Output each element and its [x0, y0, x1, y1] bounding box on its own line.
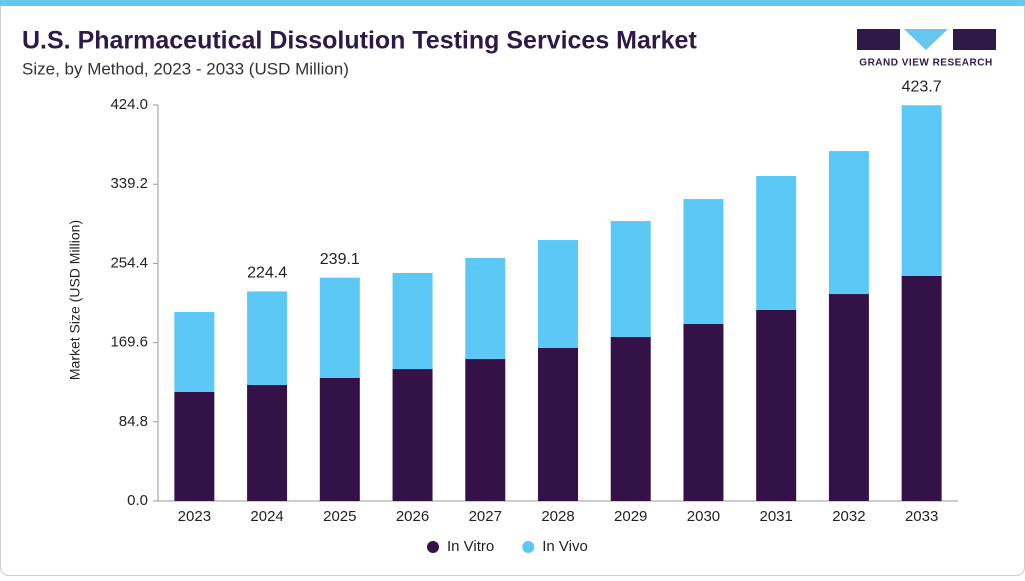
- legend-swatch: [522, 541, 535, 553]
- bar-segment: [828, 294, 869, 501]
- x-tick-label: 2033: [905, 508, 938, 525]
- logo-block: [857, 29, 900, 50]
- y-axis-label: Market Size (USD Million): [67, 220, 83, 380]
- y-tick-label: 0.0: [127, 492, 148, 509]
- x-tick-label: 2030: [687, 508, 720, 525]
- x-tick-label: 2032: [832, 508, 865, 525]
- bar-segment: [247, 385, 288, 501]
- bar-segment: [319, 277, 360, 378]
- bar-segment: [319, 377, 360, 501]
- bar-segment: [392, 369, 433, 501]
- x-tick-label: 2027: [469, 508, 502, 525]
- logo-block: [904, 29, 948, 50]
- bar-segment: [174, 392, 215, 501]
- bar-segment: [610, 220, 651, 337]
- x-tick-label: 2028: [541, 508, 574, 525]
- bar-segment: [901, 276, 942, 501]
- y-tick-label: 254.4: [110, 254, 148, 271]
- total-label: 423.7: [902, 78, 942, 95]
- legend-label: In Vivo: [542, 538, 588, 555]
- bar-segment: [828, 151, 869, 295]
- bar-segment: [683, 199, 724, 325]
- chart-title: U.S. Pharmaceutical Dissolution Testing …: [22, 27, 697, 55]
- y-tick-label: 169.6: [110, 334, 148, 351]
- bar-segment: [247, 291, 288, 386]
- bar-segment: [465, 359, 506, 501]
- x-tick-label: 2025: [323, 508, 356, 525]
- y-tick-label: 84.8: [119, 413, 148, 430]
- bar-segment: [901, 105, 942, 277]
- bar-segment: [538, 348, 578, 501]
- x-tick-label: 2029: [614, 508, 647, 525]
- logo-text: GRAND VIEW RESEARCH: [859, 58, 992, 69]
- y-tick-label: 424.0: [110, 96, 148, 113]
- x-tick-label: 2031: [759, 508, 792, 525]
- x-tick-label: 2023: [178, 508, 211, 525]
- top-stripe: [0, 0, 1025, 6]
- logo-block: [953, 29, 996, 50]
- bar-segment: [538, 240, 578, 349]
- legend-swatch: [427, 541, 439, 553]
- legend-label: In Vitro: [447, 538, 494, 555]
- chart-subtitle: Size, by Method, 2023 - 2033 (USD Millio…: [22, 59, 349, 78]
- bar-segment: [392, 273, 433, 370]
- bar-segment: [683, 324, 724, 501]
- bar-segment: [756, 175, 797, 311]
- y-tick-label: 339.2: [110, 175, 148, 192]
- total-label: 224.4: [247, 265, 287, 282]
- bar-segment: [465, 257, 506, 360]
- bar-segment: [756, 310, 797, 501]
- x-tick-label: 2026: [396, 508, 429, 525]
- bar-segment: [174, 311, 215, 393]
- x-tick-label: 2024: [250, 508, 283, 525]
- bar-segment: [610, 336, 651, 501]
- logo: GRAND VIEW RESEARCH: [857, 29, 996, 69]
- total-label: 239.1: [320, 251, 360, 268]
